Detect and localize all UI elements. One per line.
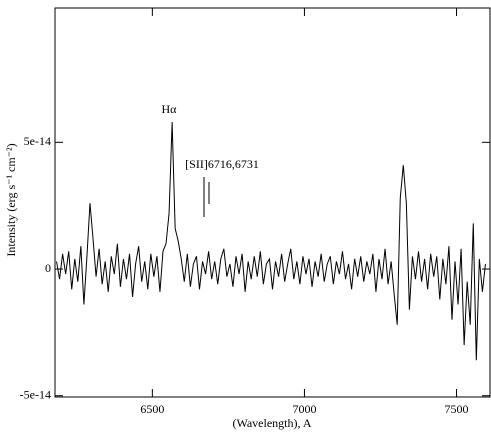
y-tick-label: -5e-14 bbox=[20, 387, 51, 401]
y-axis-label: Intensity (erg s⁻¹ cm⁻²) bbox=[4, 143, 18, 256]
plot-frame bbox=[54, 7, 491, 398]
annotation: Hα bbox=[162, 102, 178, 116]
annotation: [SII]6716,6731 bbox=[185, 157, 259, 171]
x-axis-label: (Wavelength), A bbox=[232, 416, 311, 430]
y-tick-label: 0 bbox=[45, 261, 51, 275]
y-tick-label: 5e-14 bbox=[24, 134, 51, 148]
x-tick-label: 7000 bbox=[292, 402, 316, 416]
spectrum-line bbox=[56, 122, 486, 361]
x-tick-label: 7500 bbox=[445, 402, 469, 416]
x-tick-label: 6500 bbox=[140, 402, 164, 416]
